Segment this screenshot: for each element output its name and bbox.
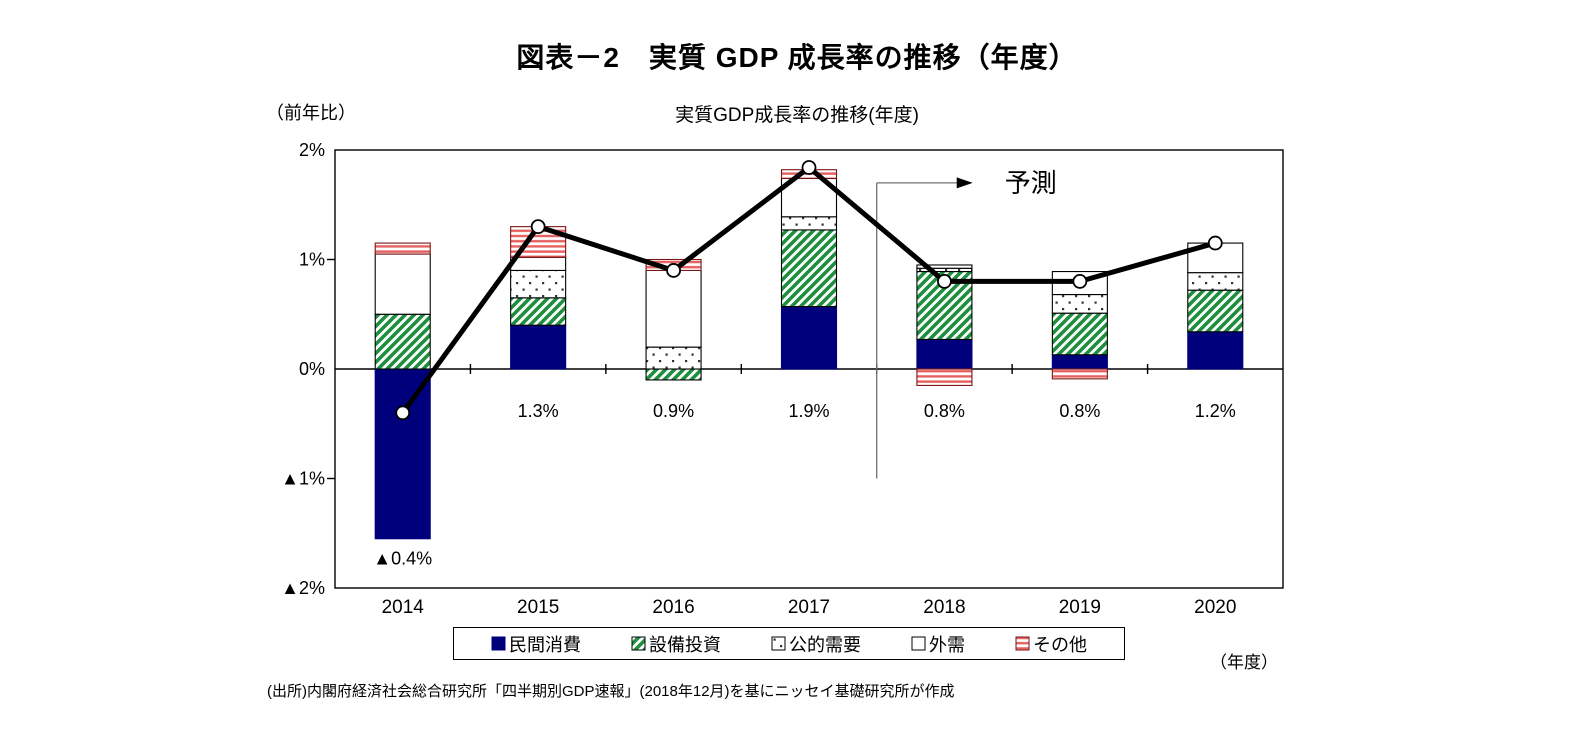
legend-item-label: その他 [1033, 634, 1087, 655]
legend-item-label: 公的需要 [789, 634, 861, 655]
point-label-2014: ▲0.4% [373, 549, 432, 569]
xaxis-unit-label: （年度） [1210, 653, 1278, 672]
xaxis-label-2019: 2019 [1059, 597, 1101, 618]
source-note: (出所)内閣府経済社会総合研究所「四半期別GDP速報」(2018年12月)を基に… [267, 683, 955, 700]
bar-segment-設備投資-2015 [510, 297, 567, 326]
bar-segment-設備投資-2016 [645, 368, 702, 381]
legend-item-その他: その他 [1015, 631, 1087, 657]
forecast-arrow-head [956, 177, 973, 189]
line-marker-2017 [801, 160, 817, 175]
bar-segment-民間消費-2014 [374, 368, 431, 540]
legend-item-label: 外需 [929, 634, 965, 655]
xaxis-label-2014: 2014 [382, 597, 425, 618]
bar-segment-公的需要-2020 [1187, 272, 1244, 291]
bar-segment-公的需要-2015 [510, 269, 567, 299]
legend-item-label: 設備投資 [649, 634, 721, 655]
bar-segment-民間消費-2019 [1051, 354, 1108, 370]
forecast-label: 予測 [1005, 168, 1057, 198]
xaxis-label-2017: 2017 [788, 597, 830, 618]
point-label-2018: 0.8% [924, 401, 965, 421]
legend-item-設備投資: 設備投資 [631, 631, 721, 657]
bar-segment-外需-2014 [374, 253, 431, 315]
figure-title: 図表－2 実質 GDP 成長率の推移（年度） [516, 42, 1078, 73]
yaxis-tick-label: 0% [299, 359, 325, 379]
line-marker-2015 [530, 219, 546, 235]
bar-segment-外需-2015 [510, 256, 567, 271]
yaxis-tick-label: 2% [299, 140, 325, 160]
line-marker-2018 [937, 273, 952, 289]
bar-segment-民間消費-2020 [1187, 331, 1244, 370]
xaxis-label-2018: 2018 [923, 597, 965, 618]
chart-legend: 民間消費 設備投資 公的需要 外需 その他 [453, 627, 1125, 660]
point-label-2015: 1.3% [518, 401, 559, 421]
point-label-2017: 1.9% [788, 401, 829, 421]
line-marker-2020 [1207, 235, 1223, 251]
xaxis-label-2020: 2020 [1194, 597, 1236, 618]
legend-swatch-dots-icon [771, 636, 786, 651]
bar-segment-設備投資-2017 [780, 229, 838, 308]
line-marker-2014 [395, 405, 411, 421]
bar-segment-設備投資-2014 [374, 313, 431, 370]
point-label-2019: 0.8% [1059, 401, 1100, 421]
legend-item-公的需要: 公的需要 [771, 631, 861, 657]
bar-segment-民間消費-2017 [780, 306, 838, 370]
legend-item-label: 民間消費 [509, 634, 581, 655]
legend-swatch-green-hatch-icon [631, 636, 646, 651]
bar-segment-外需-2018 [916, 264, 973, 269]
bar-segment-設備投資-2019 [1051, 312, 1108, 356]
bar-segment-外需-2016 [645, 269, 702, 348]
legend-swatch-white-icon [911, 636, 926, 651]
bar-segment-その他-2018 [916, 368, 973, 386]
chart-title: 実質GDP成長率の推移(年度) [675, 105, 919, 126]
yaxis-tick-label: ▲2% [281, 578, 325, 598]
bar-segment-その他-2019 [1051, 368, 1108, 380]
bar-segment-民間消費-2018 [916, 338, 973, 370]
yaxis-tick-label: 1% [299, 250, 325, 270]
xaxis-label-2015: 2015 [517, 597, 559, 618]
line-marker-2019 [1072, 273, 1088, 289]
line-marker-2016 [666, 263, 681, 278]
point-label-2020: 1.2% [1195, 401, 1236, 421]
xaxis-label-2016: 2016 [652, 597, 694, 618]
bar-segment-民間消費-2015 [510, 324, 567, 370]
legend-swatch-red-stripes-icon [1015, 636, 1030, 651]
point-label-2016: 0.9% [653, 401, 694, 421]
legend-item-民間消費: 民間消費 [491, 631, 581, 657]
bar-segment-設備投資-2020 [1187, 289, 1244, 333]
bar-segment-その他-2014 [374, 242, 431, 255]
legend-item-外需: 外需 [911, 631, 965, 657]
yaxis-unit-label: （前年比） [266, 103, 356, 123]
yaxis-tick-label: ▲1% [281, 469, 325, 489]
legend-swatch-solid-navy-icon [491, 636, 506, 651]
bar-segment-公的需要-2016 [645, 346, 702, 370]
bar-segment-公的需要-2019 [1051, 293, 1108, 314]
bar-segment-公的需要-2017 [780, 216, 838, 231]
